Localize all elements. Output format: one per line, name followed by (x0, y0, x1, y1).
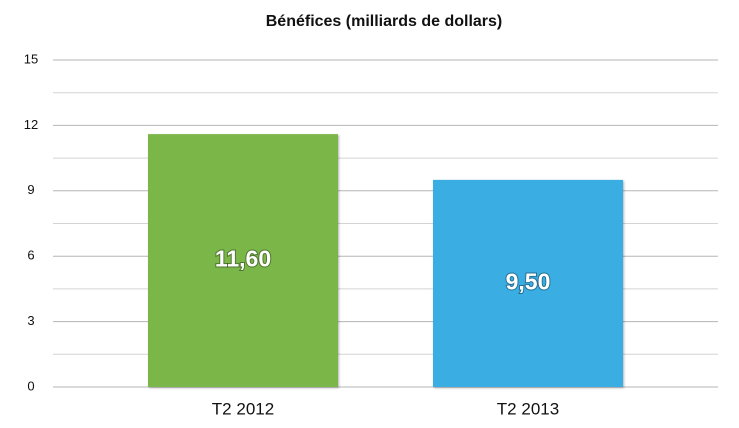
x-tick-label: T2 2013 (497, 399, 559, 418)
y-tick-label: 3 (27, 313, 34, 328)
chart-title: Bénéfices (milliards de dollars) (266, 13, 503, 30)
bar (148, 134, 338, 387)
y-tick-label: 12 (24, 117, 38, 132)
y-tick-label: 0 (27, 378, 34, 393)
value-label: 11,60 (215, 246, 271, 272)
x-tick-label: T2 2012 (212, 399, 274, 418)
bar (433, 179, 623, 387)
y-tick-label: 15 (24, 51, 38, 66)
y-tick-label: 9 (27, 182, 34, 197)
y-tick-label: 6 (27, 248, 34, 263)
value-label: 9,50 (506, 269, 551, 295)
